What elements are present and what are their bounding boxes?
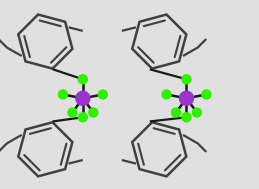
Circle shape xyxy=(76,91,90,105)
Circle shape xyxy=(202,90,211,99)
Circle shape xyxy=(162,90,171,99)
Circle shape xyxy=(192,108,202,117)
Circle shape xyxy=(179,91,193,105)
Circle shape xyxy=(68,108,77,117)
Circle shape xyxy=(89,108,98,117)
Circle shape xyxy=(171,108,181,117)
Circle shape xyxy=(182,75,191,84)
Circle shape xyxy=(182,113,191,122)
Circle shape xyxy=(78,113,87,122)
Circle shape xyxy=(98,90,107,99)
Circle shape xyxy=(78,75,87,84)
Circle shape xyxy=(59,90,67,99)
